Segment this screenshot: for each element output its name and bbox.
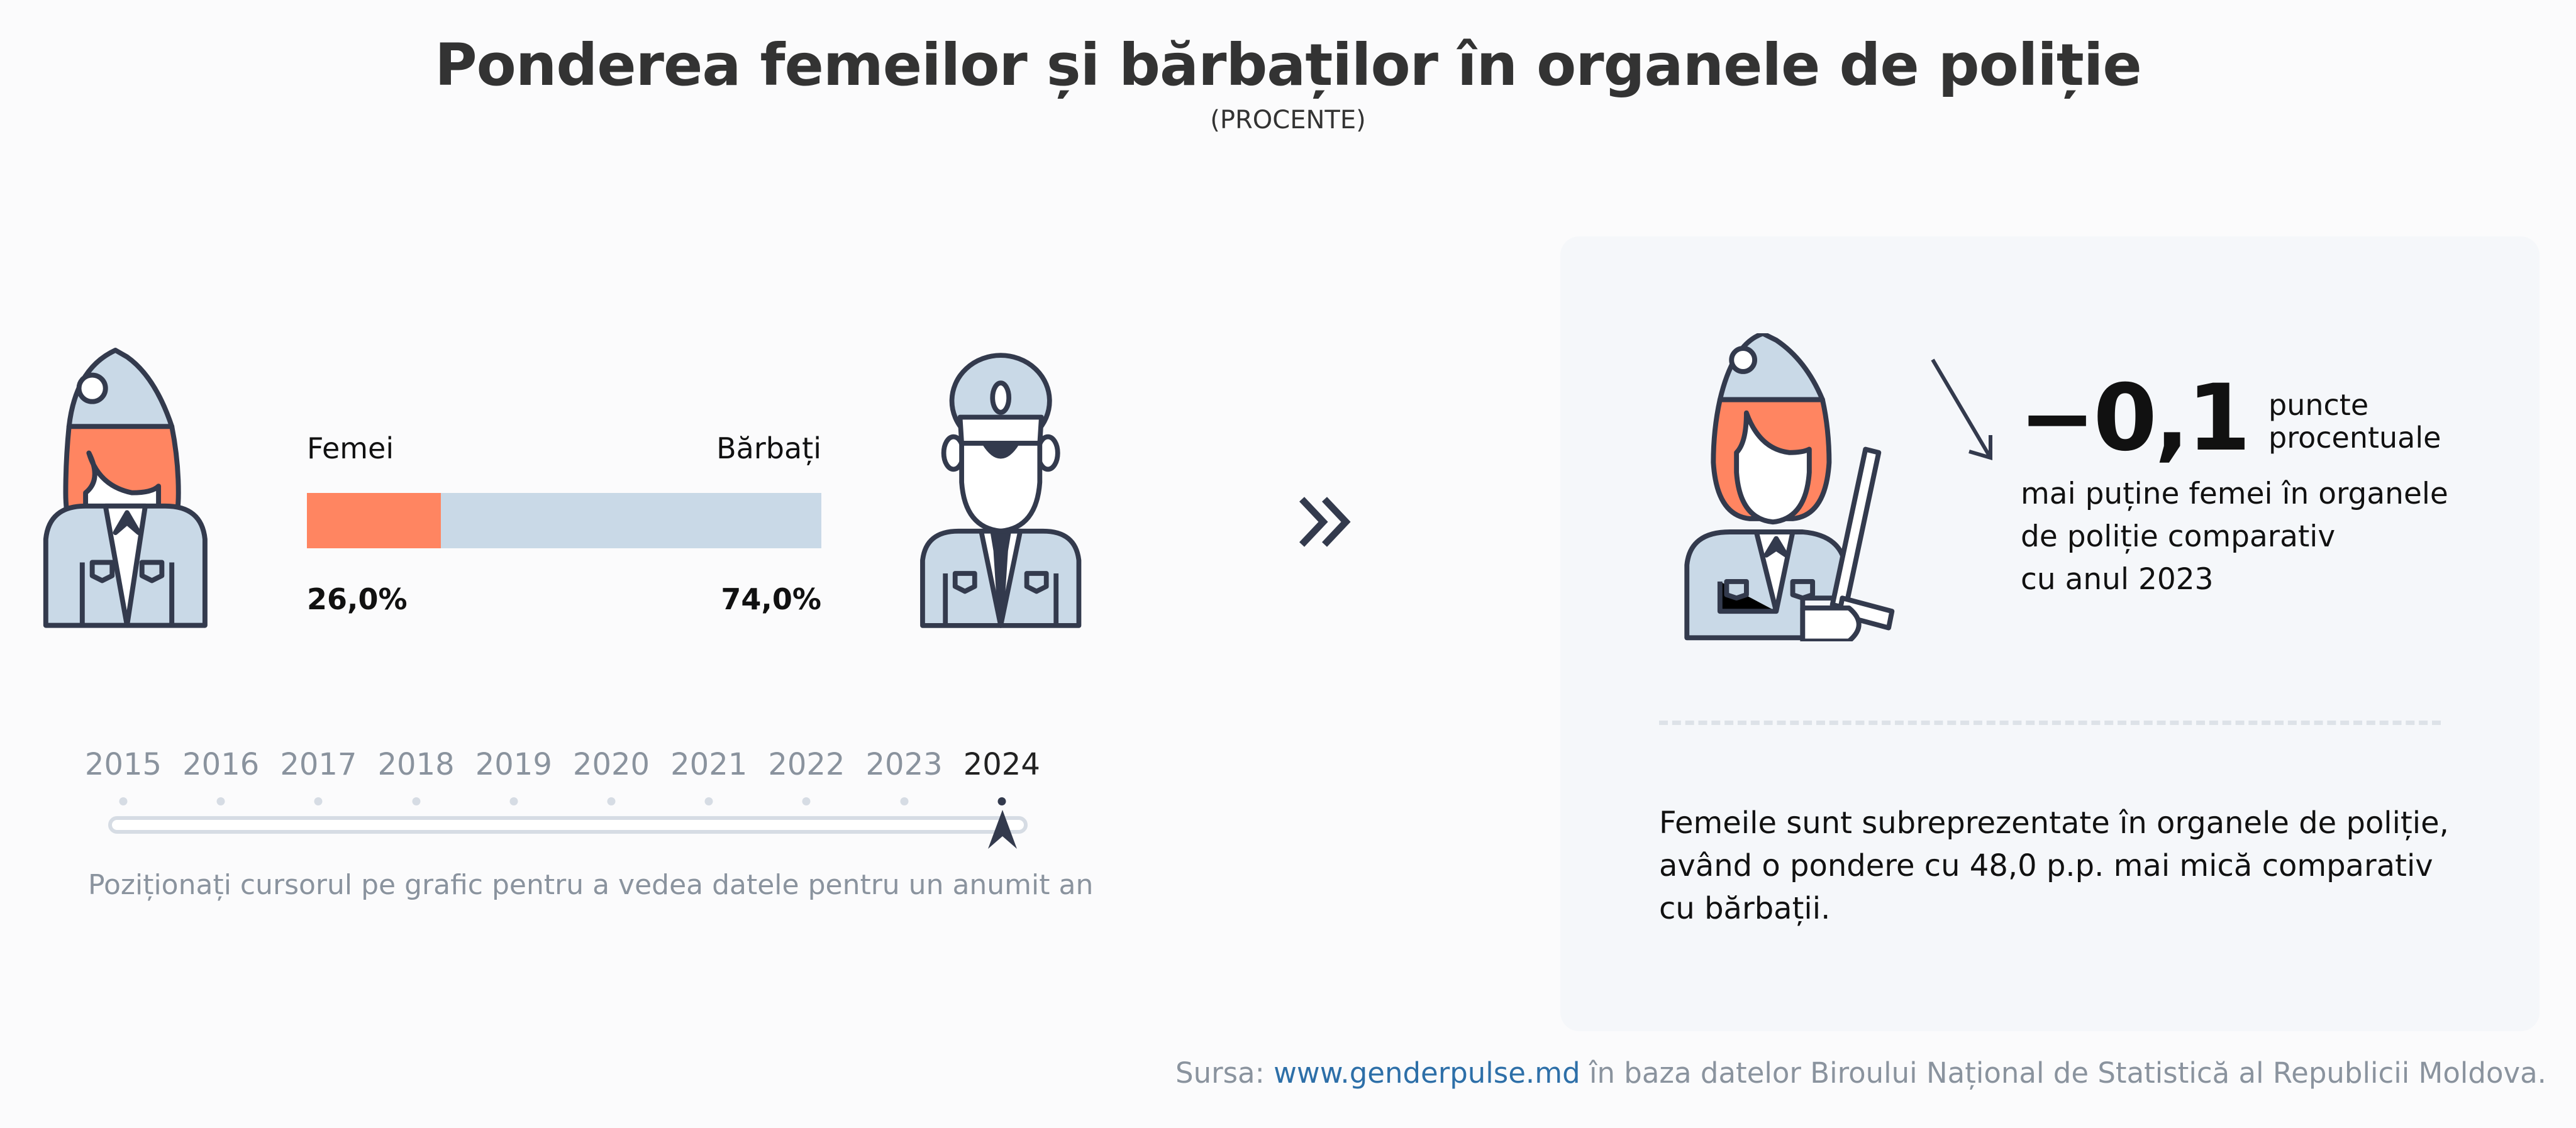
double-chevron-right-icon[interactable] [1296,490,1358,553]
desc-line: de poliție comparativ [2021,519,2336,554]
policewoman-baton-icon [1684,333,1895,641]
timeline-year-2016[interactable]: 2016 [182,747,260,782]
timeline-dot-2018[interactable] [412,797,421,805]
timeline-dot-2016[interactable] [216,797,225,805]
desc-line: cu anul 2023 [2021,562,2214,597]
timeline-dot-2015[interactable] [119,797,128,805]
share-bar[interactable] [307,493,821,548]
timeline-year-2022[interactable]: 2022 [768,747,845,782]
women-label: Femei [307,431,394,465]
policewoman-icon [43,348,208,628]
timeline-year-2021[interactable]: 2021 [670,747,748,782]
note-line: având o pondere cu 48,0 p.p. mai mică co… [1659,848,2433,883]
change-unit-line: procentuale [2268,421,2441,455]
timeline-dot-2020[interactable] [607,797,616,805]
timeline-year-2015[interactable]: 2015 [84,747,162,782]
arrow-down-right-icon [1931,358,1992,461]
policeman-icon [920,353,1082,628]
timeline-year-2019[interactable]: 2019 [475,747,552,782]
women-share-fill [307,493,441,548]
summary-note: Femeile sunt subreprezentate în organele… [1659,802,2477,930]
timeline-year-2017[interactable]: 2017 [280,747,357,782]
source-prefix: Sursa: [1175,1056,1274,1090]
timeline-dot-2023[interactable] [900,797,909,805]
divider [1659,721,2441,725]
men-percent: 74,0% [721,582,821,616]
change-unit: puncte procentuale [2268,389,2441,454]
desc-line: mai puține femei în organele [2021,477,2448,511]
slider-handle-marker-icon[interactable] [988,810,1017,849]
note-line: cu bărbații. [1659,891,1831,926]
timeline-dot-2021[interactable] [704,797,713,805]
source-note: Sursa: www.genderpulse.md în baza datelo… [1175,1056,2546,1090]
men-label: Bărbați [716,431,821,465]
change-value: −0,1 [2019,365,2251,472]
timeline-slider-track[interactable] [108,816,1028,834]
page-title: Ponderea femeilor și bărbaților în organ… [435,31,2142,99]
timeline-year-2018[interactable]: 2018 [377,747,455,782]
change-description: mai puține femei în organele de poliție … [2021,473,2448,601]
source-suffix: în baza datelor Biroului Național de Sta… [1580,1056,2546,1090]
change-unit-line: puncte [2268,388,2369,422]
page-subtitle: (PROCENTE) [1210,106,1366,135]
timeline-year-2023[interactable]: 2023 [865,747,943,782]
note-line: Femeile sunt subreprezentate în organele… [1659,805,2449,841]
women-percent: 26,0% [307,582,408,616]
timeline-dot-2019[interactable] [509,797,518,805]
timeline-dot-2022[interactable] [802,797,811,805]
source-link[interactable]: www.genderpulse.md [1274,1056,1580,1090]
timeline-year-2024[interactable]: 2024 [963,747,1040,782]
timeline-dot-2017[interactable] [314,797,323,805]
timeline-hint: Poziționați cursorul pe grafic pentru a … [88,869,1094,901]
timeline-dot-2024[interactable] [997,797,1006,805]
timeline-year-2020[interactable]: 2020 [572,747,650,782]
